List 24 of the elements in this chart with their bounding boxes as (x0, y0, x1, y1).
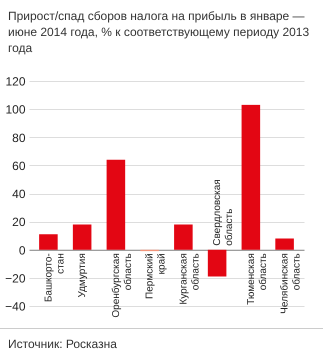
y-tick-label: 40 (12, 187, 26, 201)
chart-title: Прирост/спад сборов налога на прибыль в январе — июне 2014 года, % к соответствующему периоду 2013 года (8, 8, 310, 56)
y-tick-label: 0 (18, 243, 26, 258)
bar (275, 238, 294, 250)
x-tick-label: Оренбургская область (110, 253, 134, 318)
x-tick-label: Пермский край (144, 253, 168, 299)
x-tick-label: Башкорто-стан (43, 253, 66, 302)
bar (39, 234, 58, 250)
y-tick-label: 60 (12, 158, 26, 173)
x-tick-label: Свердловская область (212, 179, 236, 246)
text: Источник: Росказна (8, 337, 117, 351)
y-tick-label: 20 (12, 215, 26, 230)
y-tick-label: −20 (5, 271, 26, 286)
x-tick-label: Удмуртия (77, 253, 88, 298)
y-tick-label: 100 (5, 102, 26, 117)
x-tick-label: Тюменская область (246, 253, 269, 305)
bar (174, 224, 193, 250)
bar (72, 224, 92, 250)
bar (208, 250, 226, 276)
bar (106, 160, 126, 250)
bar (242, 104, 260, 250)
y-tick-label: 80 (12, 130, 26, 145)
y-tick-label: −40 (5, 300, 26, 314)
y-tick-label: 120 (5, 74, 26, 88)
